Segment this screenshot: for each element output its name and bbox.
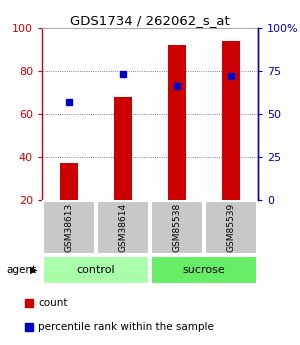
Bar xyxy=(205,200,257,255)
Bar xyxy=(114,97,133,200)
Text: agent: agent xyxy=(6,265,36,275)
Text: GSM38614: GSM38614 xyxy=(118,203,127,252)
Bar xyxy=(168,45,187,200)
Text: sucrose: sucrose xyxy=(183,265,225,275)
Bar xyxy=(151,256,257,284)
Bar xyxy=(222,41,241,200)
Title: GDS1734 / 262062_s_at: GDS1734 / 262062_s_at xyxy=(70,14,230,27)
Bar xyxy=(43,256,149,284)
Text: control: control xyxy=(77,265,115,275)
Text: percentile rank within the sample: percentile rank within the sample xyxy=(38,322,214,332)
Bar xyxy=(43,200,95,255)
Bar xyxy=(60,164,79,200)
Text: count: count xyxy=(38,298,68,308)
Text: GSM38613: GSM38613 xyxy=(64,203,74,252)
Text: GSM85539: GSM85539 xyxy=(226,203,236,252)
Bar xyxy=(97,200,149,255)
Text: ▶: ▶ xyxy=(30,265,38,275)
Bar xyxy=(151,200,203,255)
Text: GSM85538: GSM85538 xyxy=(172,203,182,252)
